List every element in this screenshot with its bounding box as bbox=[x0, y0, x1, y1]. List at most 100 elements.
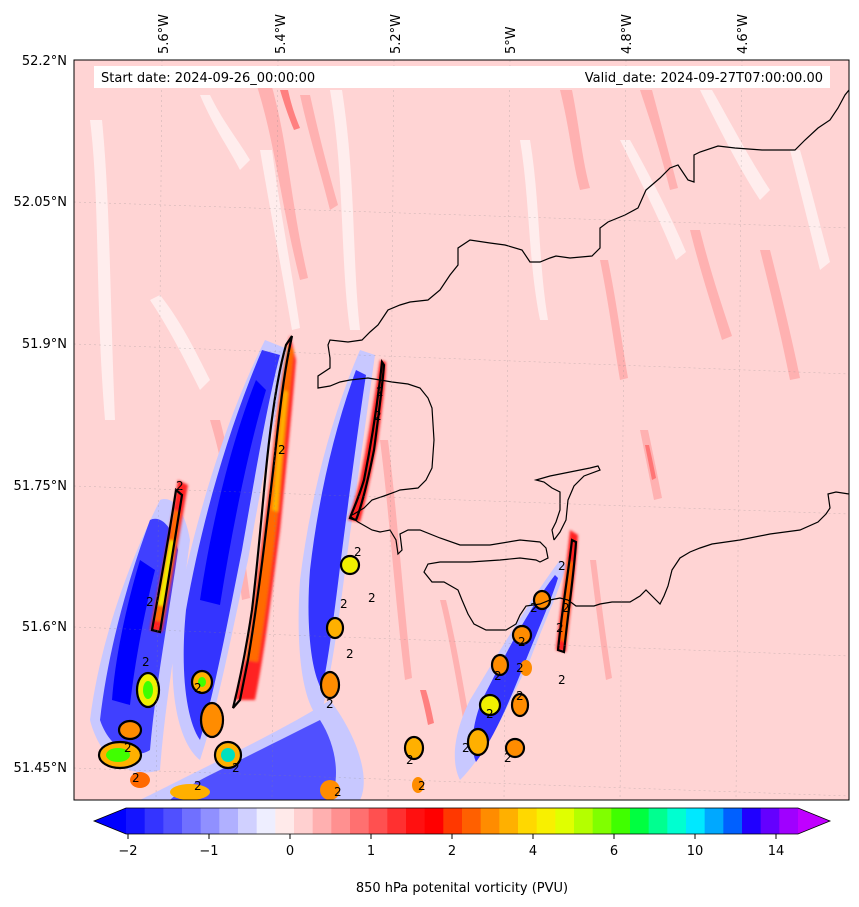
contour-label: 2 bbox=[334, 785, 342, 799]
contour-label: 2 bbox=[278, 443, 286, 457]
coastline bbox=[317, 89, 849, 631]
light-streaks bbox=[90, 90, 830, 420]
start-date-text: Start date: 2024-09-26_00:00:00 bbox=[101, 71, 315, 86]
colorbar-segment bbox=[704, 808, 724, 834]
colorbar-segments bbox=[126, 808, 799, 834]
map-frame bbox=[73, 59, 850, 801]
colorbar-over-arrow bbox=[798, 808, 830, 834]
contour-label: 2 bbox=[462, 741, 470, 755]
colorbar-tick-label: 14 bbox=[768, 844, 785, 859]
valid-date-text: Valid_date: 2024-09-27T07:00:00.00 bbox=[585, 71, 823, 86]
lat-label: 52.05°N bbox=[14, 195, 67, 210]
contour-label: 2 bbox=[326, 697, 334, 711]
contour-label: 2 bbox=[558, 559, 566, 573]
colorbar-tick-label: 10 bbox=[687, 844, 704, 859]
lat-label: 51.45°N bbox=[14, 761, 67, 776]
lon-label: 5.6°W bbox=[157, 14, 172, 54]
colorbar-ticks bbox=[127, 834, 777, 839]
colorbar-segment bbox=[275, 808, 295, 834]
colorbar-tick-label: −2 bbox=[118, 844, 137, 859]
red-streaks bbox=[280, 90, 656, 725]
contour-label: 2 bbox=[376, 385, 384, 399]
latitude-labels: 52.2°N 52.05°N 51.9°N 51.75°N 51.6°N 51.… bbox=[14, 54, 67, 776]
colorbar-segment bbox=[742, 808, 762, 834]
gridlines bbox=[74, 60, 849, 800]
contour-label: 2 bbox=[132, 771, 140, 785]
colorbar-segment bbox=[574, 808, 594, 834]
colorbar-segment bbox=[760, 808, 780, 834]
colorbar-segment bbox=[312, 808, 332, 834]
contour-label: 2 bbox=[562, 601, 570, 615]
contour-label: 2 bbox=[406, 753, 414, 767]
lat-label: 51.6°N bbox=[22, 620, 67, 635]
contour-label: 2 bbox=[340, 597, 348, 611]
contour-label: 2 bbox=[346, 647, 354, 661]
contour-label: 2 bbox=[374, 409, 382, 423]
colorbar-segment bbox=[667, 808, 687, 834]
contour-label: 2 bbox=[504, 751, 512, 765]
colorbar-segment bbox=[611, 808, 631, 834]
contour-label: 2 bbox=[418, 779, 426, 793]
lat-label: 52.2°N bbox=[22, 54, 67, 69]
colorbar-tick-label: 2 bbox=[448, 844, 456, 859]
colorbar-segment bbox=[779, 808, 799, 834]
colorbar-tick-label: 4 bbox=[529, 844, 537, 859]
contour-label: 2 bbox=[516, 689, 524, 703]
contour-label: 2 bbox=[516, 661, 524, 675]
colorbar-segment bbox=[443, 808, 463, 834]
colorbar-under-arrow bbox=[94, 808, 126, 834]
colorbar-segment bbox=[200, 808, 220, 834]
colorbar-segment bbox=[536, 808, 556, 834]
colorbar-segment bbox=[462, 808, 482, 834]
colorbar-segment bbox=[256, 808, 276, 834]
colorbar-segment bbox=[592, 808, 612, 834]
colorbar-segment bbox=[480, 808, 500, 834]
colorbar-segment bbox=[630, 808, 650, 834]
lat-label: 51.9°N bbox=[22, 337, 67, 352]
colorbar-tick-label: 1 bbox=[367, 844, 375, 859]
colorbar-segment bbox=[648, 808, 668, 834]
colorbar-segment bbox=[723, 808, 743, 834]
colorbar-segment bbox=[499, 808, 519, 834]
colorbar-segment bbox=[350, 808, 370, 834]
contour-label: 2 bbox=[176, 479, 184, 493]
lon-label: 5.4°W bbox=[274, 14, 289, 54]
colorbar-segment bbox=[219, 808, 239, 834]
colorbar-segment bbox=[406, 808, 426, 834]
coastline-north bbox=[317, 89, 849, 517]
colorbar-segment bbox=[182, 808, 202, 834]
colorbar-segment bbox=[294, 808, 314, 834]
lat-label: 51.75°N bbox=[14, 479, 67, 494]
contour-label: 2 bbox=[232, 761, 240, 775]
colorbar-segment bbox=[126, 808, 146, 834]
contour-label: 2 bbox=[194, 681, 202, 695]
pv-2-contours bbox=[97, 335, 578, 770]
contour-label: 2 bbox=[486, 707, 494, 721]
contour-label: 2 bbox=[518, 635, 526, 649]
colorbar-segment bbox=[555, 808, 575, 834]
contour-label: 2 bbox=[142, 655, 150, 669]
colorbar-segment bbox=[686, 808, 706, 834]
colorbar-tick-label: 0 bbox=[286, 844, 294, 859]
negative-pv-bands bbox=[90, 340, 566, 800]
colorbar-segment bbox=[331, 808, 351, 834]
contour-label: 2 bbox=[558, 673, 566, 687]
colorbar-segment bbox=[144, 808, 164, 834]
colorbar-tick-label: 6 bbox=[610, 844, 618, 859]
colorbar-segment bbox=[387, 808, 407, 834]
longitude-labels: 5.6°W 5.4°W 5.2°W 5°W 4.8°W 4.6°W bbox=[157, 14, 751, 54]
colorbar-tick-label: −1 bbox=[199, 844, 218, 859]
map-panel: 2 2 2 2 2 2 2 2 2 2 2 2 2 2 2 2 2 2 2 2 … bbox=[74, 60, 849, 800]
lon-label: 4.6°W bbox=[736, 14, 751, 54]
contour-label: 2 bbox=[556, 621, 564, 635]
contour-label: 2 bbox=[530, 601, 538, 615]
colorbar-segment bbox=[518, 808, 538, 834]
colorbar-title: 850 hPa potenital vorticity (PVU) bbox=[356, 881, 568, 896]
contour-label: 2 bbox=[146, 595, 154, 609]
lon-label: 4.8°W bbox=[620, 14, 635, 54]
contour-label: 2 bbox=[124, 741, 132, 755]
colorbar-segment bbox=[163, 808, 183, 834]
contour-label: 2 bbox=[354, 545, 362, 559]
contour-label: 2 bbox=[494, 669, 502, 683]
colorbar-segment bbox=[238, 808, 258, 834]
